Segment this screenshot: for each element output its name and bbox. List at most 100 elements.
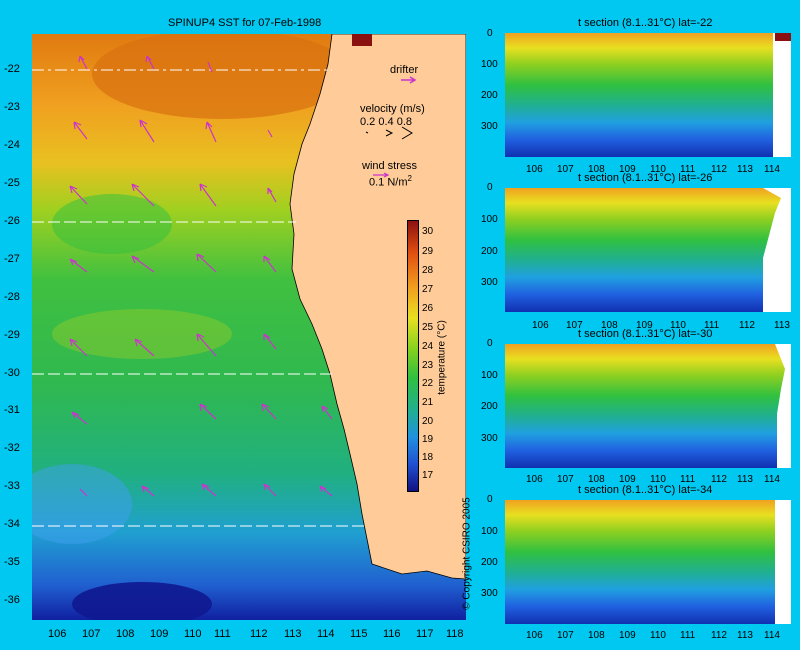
lon-tick: 112 — [250, 628, 268, 640]
sec-lon-tick: 107 — [557, 164, 574, 175]
lat-tick: -28 — [4, 291, 20, 303]
sec-lon-tick: 110 — [670, 320, 686, 331]
section-title: t section (8.1..31°C) lat=-30 — [578, 328, 713, 340]
lat-tick: -34 — [4, 518, 20, 530]
colorbar-tick: 30 — [422, 226, 434, 237]
depth-tick: 200 — [481, 557, 498, 568]
lon-tick: 108 — [116, 628, 135, 640]
depth-tick: 100 — [481, 370, 498, 381]
wind-stress-value: 0.1 N/m2 — [369, 174, 412, 189]
sec-lon-tick: 107 — [566, 320, 583, 331]
sec-lon-tick: 109 — [619, 164, 636, 175]
sec-lon-tick: 108 — [588, 474, 605, 485]
lat-tick: -22 — [4, 63, 20, 75]
colorbar-tick: 17 — [422, 470, 434, 481]
wind-stress-label: wind stress — [362, 160, 418, 172]
front-eddy — [52, 309, 232, 359]
wind-stress-icon — [373, 172, 390, 178]
sec-lon-tick: 111 — [680, 474, 696, 485]
lat-tick: -23 — [4, 101, 20, 113]
section-panel — [505, 344, 791, 468]
colorbar-tick: 28 — [422, 265, 434, 276]
lat-tick: -29 — [4, 329, 20, 341]
section-panel — [505, 500, 791, 624]
sec-lon-tick: 111 — [704, 320, 720, 331]
sec-lon-tick: 108 — [588, 164, 605, 175]
sec-lon-tick: 114 — [764, 164, 780, 175]
lat-tick: -31 — [4, 404, 20, 416]
colorbar-tick: 19 — [422, 434, 434, 445]
colorbar-tick: 18 — [422, 452, 434, 463]
lat-tick: -26 — [4, 215, 20, 227]
drifter-label: drifter — [390, 64, 419, 76]
depth-tick: 300 — [481, 433, 498, 444]
depth-tick: 300 — [481, 121, 498, 132]
colorbar-tick: 25 — [422, 322, 434, 333]
cool-eddy — [52, 194, 172, 254]
drifter-icon — [401, 76, 417, 84]
velocity-arrows-icon — [365, 126, 413, 140]
copyright: © Copyright CSIRO 2005 — [461, 497, 473, 610]
blue-eddy — [32, 464, 132, 544]
depth-tick: 100 — [481, 59, 498, 70]
colorbar-tick: 20 — [422, 416, 434, 427]
land-red-patch — [352, 34, 372, 46]
sec-lon-tick: 106 — [526, 474, 543, 485]
depth-tick: 200 — [481, 90, 498, 101]
sec-lon-tick: 114 — [764, 630, 780, 641]
lat-tick: -25 — [4, 177, 20, 189]
sec-lon-tick: 113 — [737, 630, 753, 641]
australia-land — [289, 34, 466, 580]
sec-lon-tick: 110 — [650, 630, 666, 641]
lon-tick: 115 — [350, 628, 368, 640]
sst-map — [32, 34, 466, 620]
colorbar-tick: 26 — [422, 303, 434, 314]
lon-tick: 113 — [284, 628, 302, 640]
lon-tick: 109 — [150, 628, 169, 640]
wind-stress-superscript: 2 — [407, 174, 412, 183]
lon-tick: 117 — [416, 628, 434, 640]
sec-lon-tick: 106 — [526, 630, 543, 641]
depth-tick: 0 — [487, 338, 493, 349]
lon-tick: 106 — [48, 628, 67, 640]
lat-tick: -27 — [4, 253, 20, 265]
sec-lon-tick: 109 — [619, 474, 636, 485]
sec-lon-tick: 113 — [737, 474, 753, 485]
section-title: t section (8.1..31°C) lat=-34 — [578, 484, 713, 496]
deep-eddy — [72, 582, 212, 620]
section-panel — [505, 188, 791, 312]
section-title: t section (8.1..31°C) lat=-22 — [578, 17, 713, 29]
sec-lon-tick: 109 — [619, 630, 636, 641]
depth-tick: 200 — [481, 401, 498, 412]
lat-tick: -36 — [4, 594, 20, 606]
sec-lon-tick: 106 — [526, 164, 543, 175]
sec-lon-tick: 113 — [737, 164, 753, 175]
wind-stress-number: 0.1 N/m — [369, 176, 408, 189]
colorbar-tick: 29 — [422, 246, 434, 257]
sec-lon-tick: 112 — [711, 474, 727, 485]
sec-lon-tick: 114 — [764, 474, 780, 485]
depth-tick: 0 — [487, 494, 493, 505]
lon-tick: 110 — [184, 628, 202, 640]
sec-lon-tick: 106 — [532, 320, 549, 331]
lat-tick: -35 — [4, 556, 20, 568]
lon-tick: 118 — [446, 628, 464, 640]
depth-tick: 100 — [481, 526, 498, 537]
sec-lon-tick: 107 — [557, 630, 574, 641]
colorbar-tick: 22 — [422, 378, 434, 389]
section-panel — [505, 33, 791, 157]
lon-tick: 107 — [82, 628, 101, 640]
lat-tick: -30 — [4, 367, 20, 379]
sec-lon-tick: 108 — [588, 630, 605, 641]
lat-tick: -33 — [4, 480, 20, 492]
sec-lon-tick: 113 — [774, 320, 790, 331]
velocity-scale: 0.2 0.4 0.8 — [360, 116, 412, 128]
sec-lon-tick: 112 — [711, 630, 727, 641]
sec-lon-tick: 112 — [711, 164, 727, 175]
sec-lon-tick: 109 — [636, 320, 653, 331]
depth-tick: 0 — [487, 28, 493, 39]
colorbar-tick: 21 — [422, 397, 434, 408]
sec-lon-tick: 110 — [650, 474, 666, 485]
sec-lon-tick: 107 — [557, 474, 574, 485]
lat-tick: -24 — [4, 139, 20, 151]
